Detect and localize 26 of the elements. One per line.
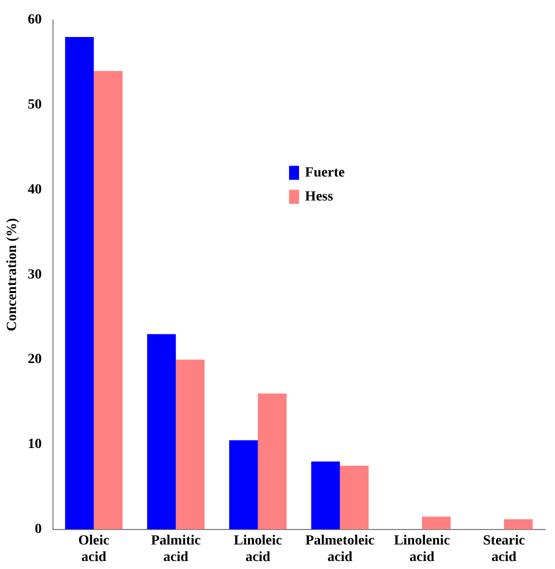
x-tick-label: Palmetoleic acid [305, 533, 375, 566]
bar [176, 360, 205, 530]
bar [147, 334, 176, 530]
y-tick-label: 40 [28, 182, 42, 198]
bar [311, 461, 340, 530]
bar [422, 516, 451, 530]
bar [258, 394, 287, 530]
bar [340, 466, 369, 530]
x-tick-label: Linoleic acid [234, 533, 282, 566]
y-tick-label: 60 [28, 12, 42, 28]
y-tick-label: 30 [28, 267, 42, 282]
bar [504, 519, 533, 530]
bar [229, 440, 258, 530]
y-tick-label: 50 [28, 98, 42, 113]
x-tick-label: Linolenic acid [394, 533, 450, 566]
x-tick-label: Oleic acid [78, 533, 110, 566]
y-tick-label: 20 [28, 352, 42, 368]
x-tick-label: Palmitic acid [150, 533, 201, 566]
y-axis-title: Concentration (%) [5, 218, 20, 332]
bar [65, 36, 94, 530]
y-tick-label: 0 [34, 522, 42, 538]
y-tick-label: 10 [28, 437, 42, 452]
bar [94, 70, 123, 530]
legend-label: Fuerte [305, 165, 345, 180]
x-tick-label: Stearic acid [482, 533, 525, 566]
legend-label: Hess [305, 189, 334, 204]
